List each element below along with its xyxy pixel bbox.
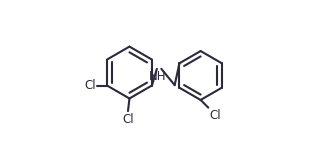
Text: NH: NH bbox=[149, 70, 166, 83]
Text: Cl: Cl bbox=[210, 109, 221, 122]
Text: Cl: Cl bbox=[122, 112, 134, 125]
Text: Cl: Cl bbox=[84, 79, 96, 92]
